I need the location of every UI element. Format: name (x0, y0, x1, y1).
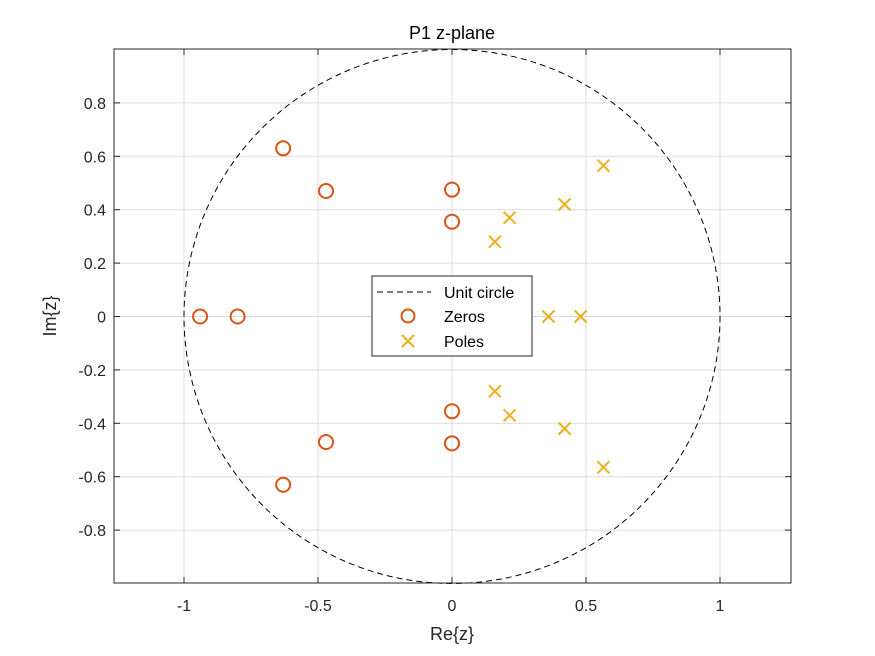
legend: Unit circle Zeros Poles (371, 275, 533, 357)
pole-marker (488, 235, 502, 249)
y-ticks: -0.8 -0.6 -0.4 -0.2 0 0.2 0.4 0.6 0.8 (78, 96, 791, 540)
x-ticks: -1 -0.5 0 0.5 1 (177, 49, 725, 615)
y-tick-label: 0.2 (84, 256, 106, 273)
x-axis-label: Re{z} (430, 624, 474, 644)
legend-poles-swatch (401, 334, 415, 348)
y-tick-label: 0 (97, 310, 106, 327)
zero-marker (275, 476, 292, 493)
y-tick-label: 0.4 (84, 203, 106, 220)
zero-marker (444, 181, 460, 198)
x-tick-label: -0.5 (304, 598, 332, 615)
zero-marker (275, 140, 292, 157)
zero-marker (444, 403, 460, 420)
y-tick-label: -0.2 (78, 363, 106, 380)
zero-marker (229, 308, 246, 325)
legend-box (371, 275, 533, 357)
pole-marker (502, 211, 517, 225)
pole-marker (596, 460, 611, 475)
pole-marker (502, 408, 517, 422)
zero-marker (192, 308, 209, 325)
zero-marker (444, 213, 460, 230)
y-tick-label: -0.4 (78, 416, 106, 433)
legend-zeros-label: Zeros (444, 309, 485, 326)
pole-marker (557, 421, 572, 436)
pole-marker (541, 309, 556, 324)
x-tick-label: -1 (177, 598, 191, 615)
y-tick-label: 0.6 (84, 149, 106, 166)
legend-unit-circle-label: Unit circle (444, 285, 514, 302)
pole-marker (573, 309, 588, 324)
zero-marker (318, 433, 335, 450)
marks (192, 140, 611, 493)
y-axis-label: Im{z} (40, 295, 60, 336)
y-tick-label: 0.8 (84, 96, 106, 113)
zero-marker (444, 435, 460, 452)
x-tick-label: 0.5 (575, 598, 597, 615)
y-tick-label: -0.8 (78, 523, 106, 540)
y-tick-label: -0.6 (78, 470, 106, 487)
pole-marker (557, 197, 572, 212)
legend-poles-label: Poles (444, 334, 484, 351)
x-tick-label: 0 (448, 598, 457, 615)
x-tick-label: 1 (716, 598, 725, 615)
pole-marker (488, 384, 502, 398)
chart-title: P1 z-plane (409, 23, 495, 43)
pole-marker (596, 158, 611, 173)
legend-zeros-swatch (400, 308, 416, 324)
zero-marker (318, 183, 335, 200)
